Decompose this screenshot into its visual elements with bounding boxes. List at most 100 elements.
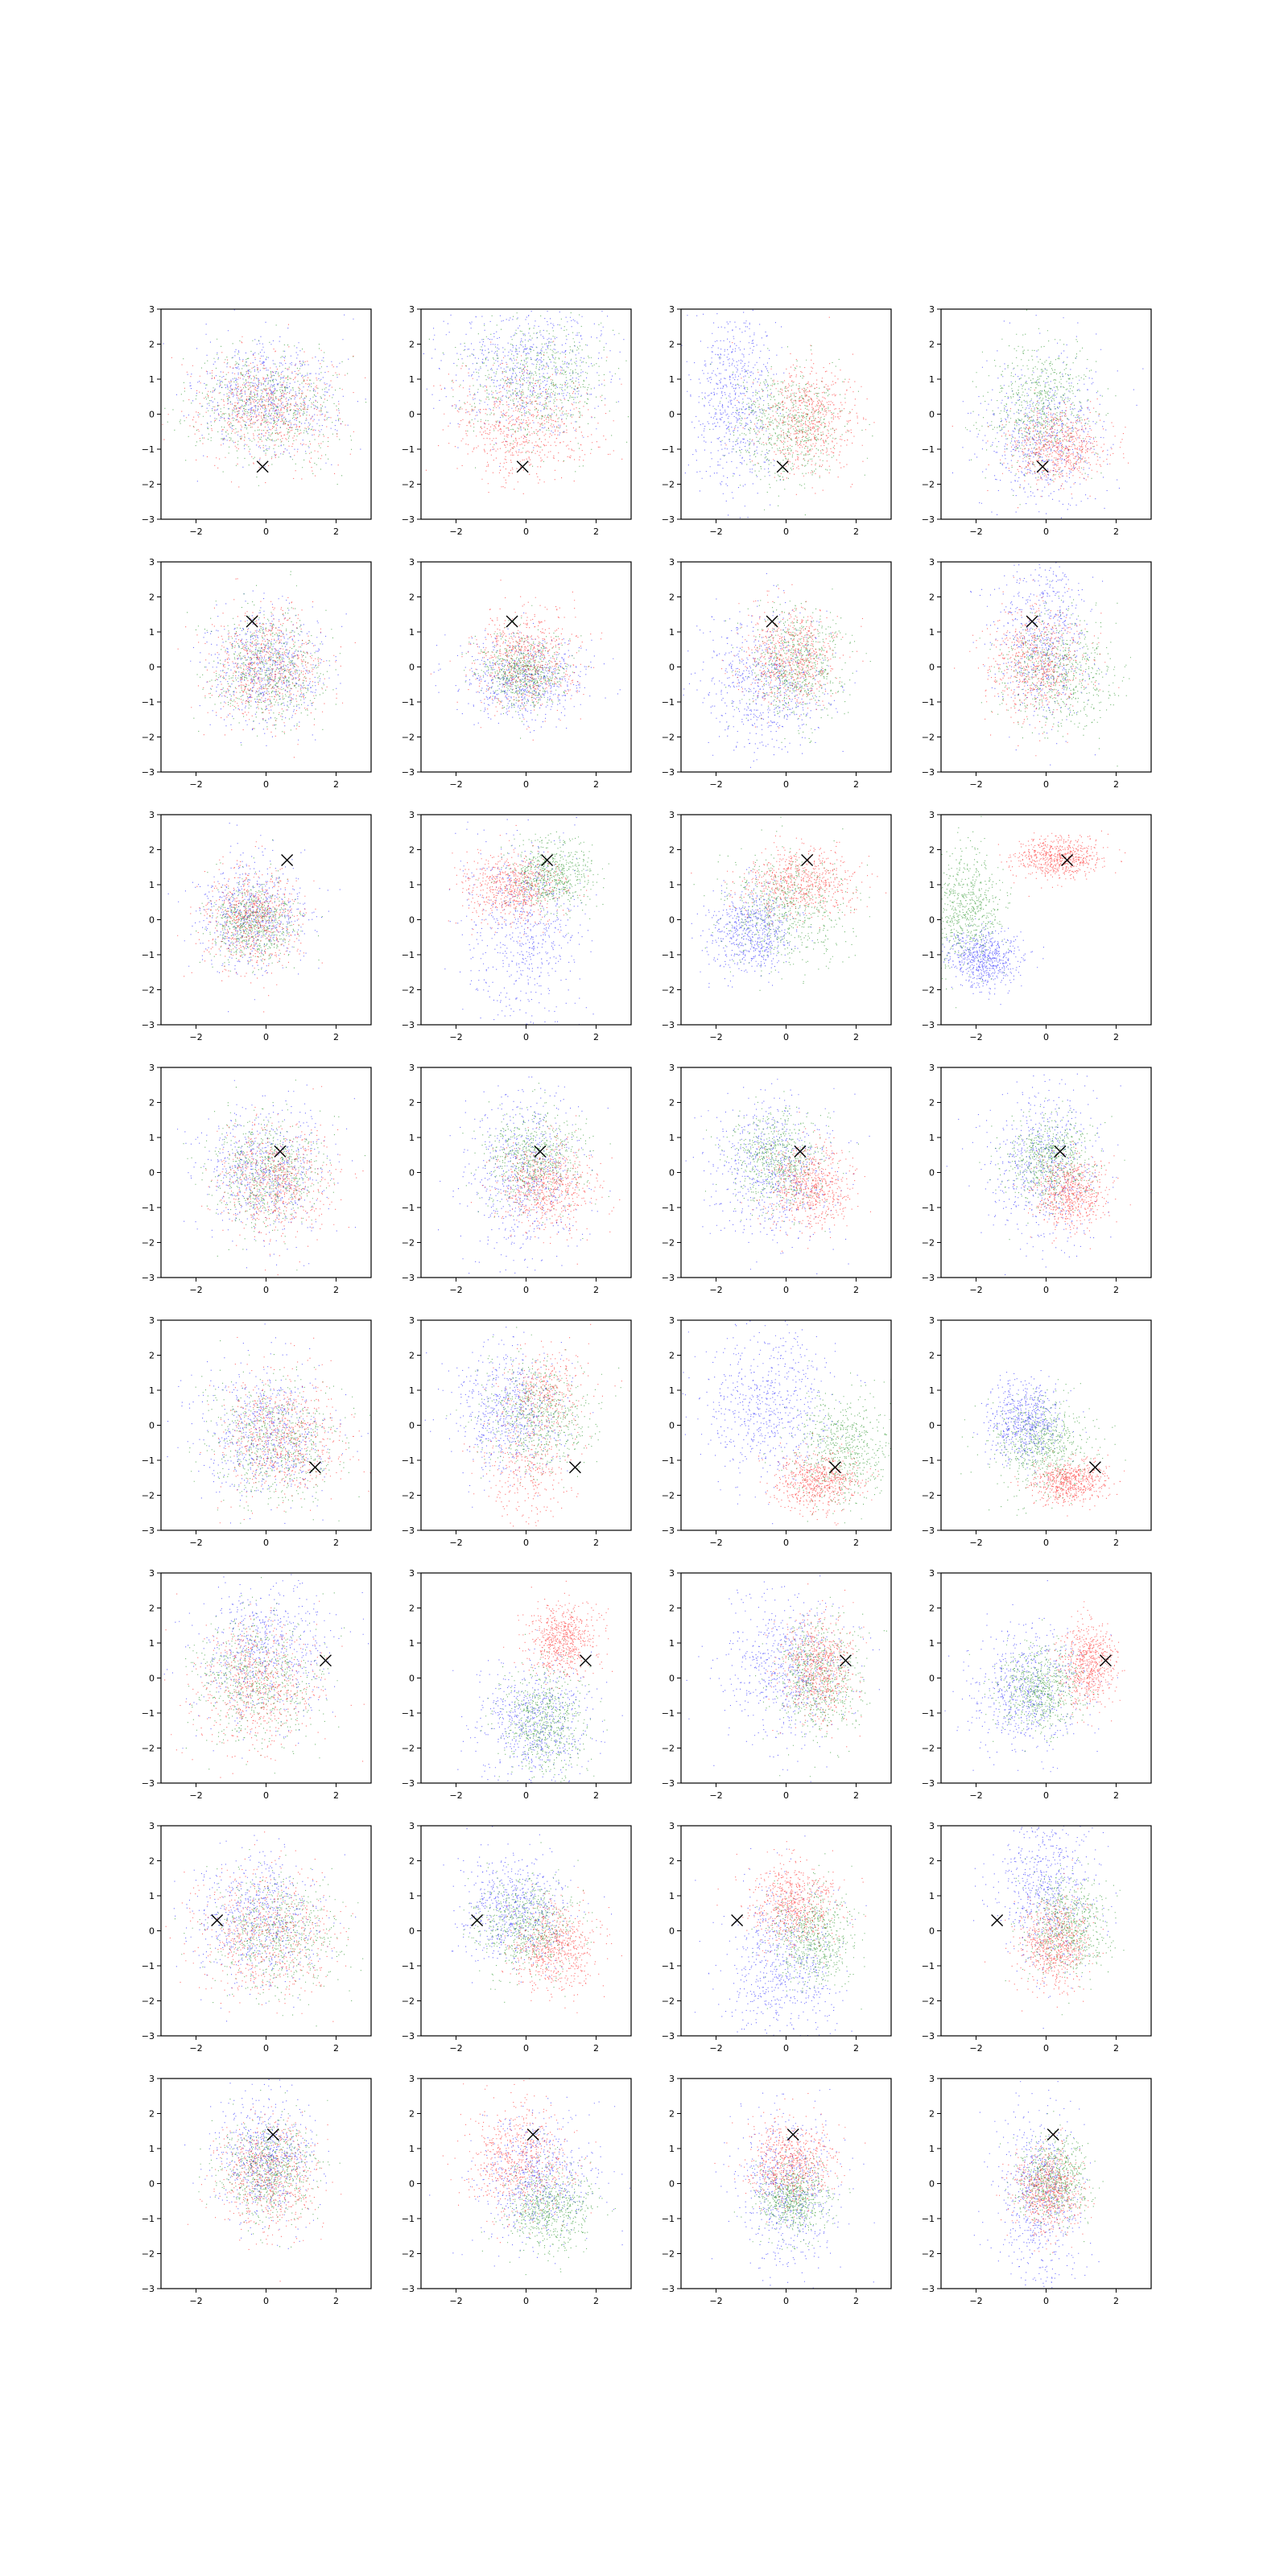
y-tick-label: −2 [662,480,675,490]
y-tick-label: 1 [149,2144,155,2154]
scatter-points [941,815,1126,1009]
y-tick-label: 1 [149,1133,155,1143]
y-tick-label: 1 [929,627,935,638]
y-tick-label: 2 [149,1604,155,1614]
y-tick-label: 2 [929,1856,935,1867]
y-tick-label: −2 [922,1491,935,1501]
y-tick-label: 3 [409,1821,415,1831]
y-tick-label: 3 [929,1821,935,1831]
x-tick-label: 0 [1043,526,1049,537]
y-tick-label: 3 [929,810,935,820]
x-tick-label: 2 [1113,1790,1119,1801]
x-tick-label: 2 [593,1538,599,1548]
x-tick-label: −2 [449,1538,462,1548]
x-tick-label: 0 [783,1285,789,1295]
x-marker [1061,854,1074,867]
x-tick-label: 0 [1043,1790,1049,1801]
x-tick-label: −2 [969,779,982,790]
y-tick-label: −2 [922,480,935,490]
y-tick-label: 2 [669,2109,675,2120]
y-tick-label: 3 [149,304,155,315]
x-marker [274,1145,287,1158]
x-tick-label: 0 [523,779,529,790]
y-tick-label: −3 [922,1020,935,1030]
y-tick-label: −2 [922,1238,935,1249]
x-marker [211,1913,224,1926]
y-tick-label: −1 [662,697,675,708]
x-tick-label: −2 [449,1032,462,1042]
series-red [1010,1450,1125,1517]
x-marker [828,1461,841,1474]
y-tick-label: −2 [142,1491,155,1501]
y-tick-label: 2 [929,1604,935,1614]
y-tick-label: −3 [922,2284,935,2294]
y-tick-label: 2 [409,592,415,603]
subplot-r2-c4: −2 0 2 −3 −2 −1 0 1 2 3 [922,557,1152,790]
subplot-grid: −2 0 2 −3 −2 −1 0 1 2 3 −2 0 2 −3 −2 −1 0 1 2 3 −2 0 2 −3 −2 −1 0 1… [142,304,1152,2306]
subplot-r1-c1: −2 0 2 −3 −2 −1 0 1 2 3 [142,304,372,537]
y-tick-label: 0 [929,915,935,926]
x-marker [281,854,294,867]
y-tick-label: −2 [922,1996,935,2007]
subplot-r4-c1: −2 0 2 −3 −2 −1 0 1 2 3 [142,1063,372,1295]
y-tick-label: −3 [142,514,155,525]
x-tick-label: 0 [263,1538,269,1548]
subplot-r7-c3: −2 0 2 −3 −2 −1 0 1 2 3 [662,1821,892,2054]
y-tick-label: 0 [409,1674,415,1684]
y-tick-label: 0 [929,410,935,420]
y-tick-label: 3 [669,1315,675,1326]
series-green [751,1853,865,2010]
y-tick-label: −3 [402,1020,415,1030]
y-tick-label: −2 [142,733,155,743]
x-marker [541,854,554,867]
x-marker [766,615,778,628]
scatter-points [167,823,341,1013]
y-tick-label: 2 [669,1351,675,1361]
subplot-r5-c2: −2 0 2 −3 −2 −1 0 1 2 3 [402,1315,632,1548]
y-tick-label: 1 [929,1385,935,1396]
y-tick-label: −2 [662,733,675,743]
x-tick-label: 0 [523,1285,529,1295]
y-tick-label: −3 [142,1273,155,1283]
series-blue [691,867,813,988]
x-tick-label: −2 [709,1538,722,1548]
y-tick-label: −2 [662,985,675,996]
y-tick-label: 3 [929,1315,935,1326]
y-tick-label: 2 [669,1856,675,1867]
y-tick-label: 0 [669,915,675,926]
subplot-r8-c4: −2 0 2 −3 −2 −1 0 1 2 3 [922,2074,1152,2306]
subplot-r4-c4: −2 0 2 −3 −2 −1 0 1 2 3 [922,1063,1152,1295]
x-marker [839,1654,852,1667]
y-tick-label: −2 [922,985,935,996]
y-tick-label: 3 [669,1568,675,1579]
y-tick-label: −3 [662,1020,675,1030]
y-tick-label: −3 [662,1778,675,1789]
y-tick-label: 0 [409,1421,415,1431]
subplot-r1-c3: −2 0 2 −3 −2 −1 0 1 2 3 [662,304,892,537]
x-tick-label: 0 [523,1032,529,1042]
y-tick-label: −3 [142,2031,155,2041]
subplot-r8-c2: −2 0 2 −3 −2 −1 0 1 2 3 [402,2074,632,2306]
x-tick-label: 0 [1043,1285,1049,1295]
x-tick-label: 0 [783,1538,789,1548]
y-tick-label: −1 [142,444,155,455]
subplot-r6-c3: −2 0 2 −3 −2 −1 0 1 2 3 [662,1568,892,1801]
x-marker [526,2128,539,2141]
y-tick-label: 2 [929,340,935,350]
y-tick-label: 1 [409,1638,415,1649]
y-tick-label: −2 [662,1996,675,2007]
y-tick-label: −3 [922,767,935,778]
y-tick-label: 3 [409,1315,415,1326]
scatter-points [443,1826,622,2013]
x-marker [1046,2128,1059,2141]
x-tick-label: −2 [189,779,202,790]
series-red [725,316,875,495]
y-tick-label: 2 [149,1351,155,1361]
y-tick-label: −3 [922,1273,935,1283]
x-tick-label: 0 [1043,1032,1049,1042]
x-tick-label: −2 [969,1790,982,1801]
y-tick-label: −1 [922,950,935,960]
y-tick-label: 0 [929,1168,935,1179]
series-blue [952,315,1144,518]
